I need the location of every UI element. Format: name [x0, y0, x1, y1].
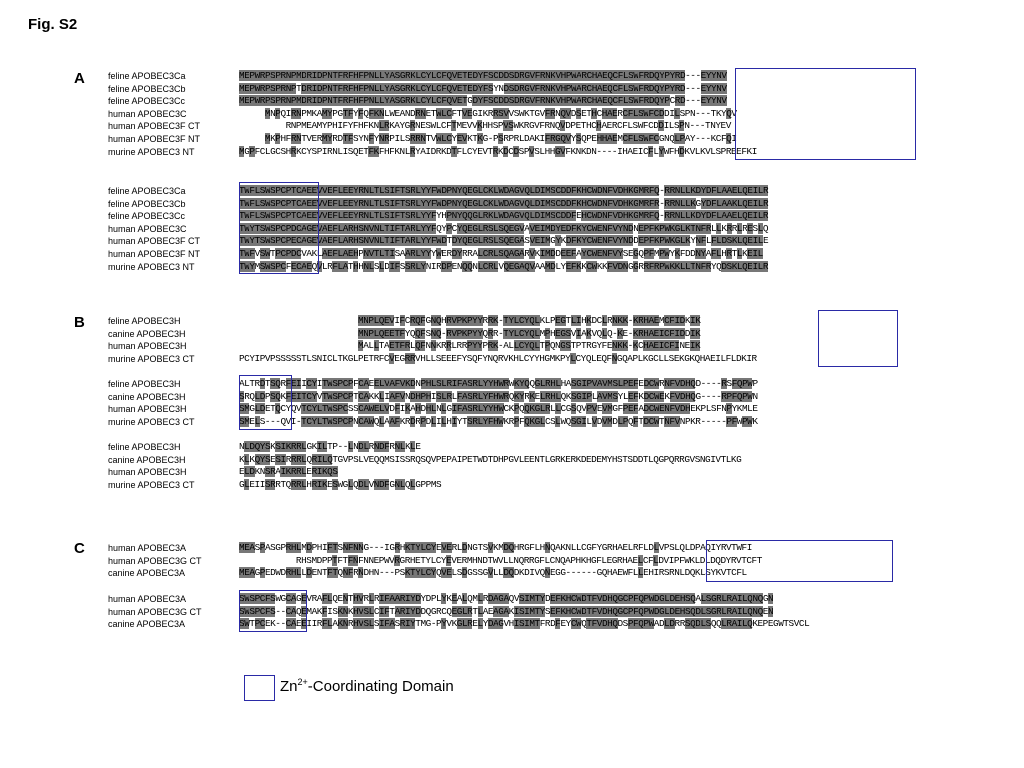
- species-name: canine APOBEC3A: [108, 619, 186, 630]
- alignment-block-b2: feline APOBEC3H ALTRDTSQRFEIICYITWSPCPFCA…: [108, 378, 918, 430]
- sequence: MALLTAETFRLQFNNKRRLRRPYYPRK-ALLCYQLTPQNG…: [358, 340, 701, 352]
- sequence: SRQLDPSQKFEITCYVTWSPCPTCAKKLIAFVNDHPHISL…: [239, 390, 758, 402]
- sequence: SWTPCEK--CAEEIIRFLAKNRHVSLSIFASRIYTMG-PY…: [239, 618, 810, 630]
- species-name: human APOBEC3G CT: [108, 555, 202, 566]
- species-name: feline APOBEC3Ca: [108, 186, 186, 196]
- alignment-block-c1: human APOBEC3A MEASPASGPRHLMDPHIFTSNFNNG-…: [108, 542, 968, 582]
- species-name: canine APOBEC3H: [108, 328, 186, 339]
- alignment-block-c2: human APOBEC3A SWSPCFSWGCAGEVRAFLQENTHVRL…: [108, 593, 968, 633]
- sequence: ELDKNSRAIKRRLERIKQS: [239, 466, 338, 478]
- sequence: MNPLQEETFYQQFSNQ-RVPKPYYQRR-TYLCYQLMPHEG…: [358, 327, 701, 339]
- species-name: murine APOBEC3 NT: [108, 146, 195, 157]
- alignment-block-a1: feline APOBEC3Ca MEPWRPSPRNPMDRIDPNTFRFHF…: [108, 70, 918, 160]
- species-name: murine APOBEC3 CT: [108, 353, 195, 364]
- species-name: human APOBEC3A: [108, 543, 187, 553]
- species-name: murine APOBEC3 NT: [108, 261, 195, 272]
- species-name: human APOBEC3F NT: [108, 134, 201, 144]
- species-name: feline APOBEC3H: [108, 442, 181, 452]
- sequence: ALTRDTSQRFEIICYITWSPCPFCAEELVAFVKDNPHLSL…: [239, 378, 758, 389]
- species-name: feline APOBEC3Cc: [108, 211, 186, 222]
- sequence: MEPWRPSPRNPMDRIDPNTFRFHFPNLLYASGRKLCYLCF…: [239, 95, 727, 107]
- species-name: feline APOBEC3Cb: [108, 198, 186, 209]
- species-name: human APOBEC3G CT: [108, 606, 202, 617]
- figure-title: Fig. S2: [28, 16, 78, 33]
- sequence: GLEIISRRTQRRLHRIKESWGLQDLVNDFGNLQLGPPMS: [239, 478, 442, 490]
- species-name: murine APOBEC3 CT: [108, 416, 195, 427]
- sequence: MEPWRPSPRNPMDRIDPNTFRFHFPNLLYASGRKLCYLCF…: [239, 70, 727, 81]
- species-name: human APOBEC3F NT: [108, 249, 201, 259]
- sequence: MEPWRPSPRNPTDRIDPNTFRFHFPNLLYASGRKLCYLCF…: [239, 82, 727, 94]
- sequence: MEASPASGPRHLMDPHIFTSNFNNG---IGRHKTYLCYEV…: [239, 542, 752, 553]
- sequence: MGPFCLGCSHRKCYSPIRNLISQETFKFHFKNLRYAIDRK…: [239, 145, 757, 157]
- species-name: human APOBEC3A: [108, 594, 187, 604]
- species-name: feline APOBEC3H: [108, 379, 181, 389]
- species-name: feline APOBEC3Ca: [108, 71, 186, 81]
- species-name: feline APOBEC3H: [108, 316, 181, 326]
- sequence: MNPLQEVIFCRQFGNQHRVPKPYYRRK-TYLCYQLKLPEG…: [358, 315, 701, 326]
- sequence: NLDQYSKSIKRRLGKILTP--LNDLRNDFRNLKLE: [239, 441, 421, 452]
- species-name: canine APOBEC3H: [108, 391, 186, 402]
- alignment-block-b1: feline APOBEC3H MNPLQEVIFCRQFGNQHRVPKPYY…: [108, 315, 918, 367]
- species-name: human APOBEC3C: [108, 108, 187, 119]
- species-name: human APOBEC3H: [108, 341, 187, 352]
- species-name: feline APOBEC3Cc: [108, 96, 186, 107]
- panel-label-a: A: [74, 70, 85, 87]
- sequence: TWYMSWSPCFECAEQVLRFLATHHNLSLDIFSSRLYNIRD…: [239, 260, 768, 272]
- species-name: canine APOBEC3H: [108, 454, 186, 465]
- legend-swatch-box: [244, 675, 275, 701]
- species-name: human APOBEC3F CT: [108, 236, 201, 247]
- sequence: RHSMDPPTFTFNFNNEPWVRGRHETYLCYEVERMHNDTWV…: [239, 554, 762, 566]
- sequence: TWFLSWSPCPTCAEEVVEFLEEYRNLTLSIFTSRLYYFWD…: [239, 197, 769, 209]
- sequence: PCYIPVPSSSSSTLSNICLTKGLPETRFCVEGRRVHLLSE…: [239, 352, 757, 364]
- sequence: KLKQYSESIRRRLQRILQTGVPSLVEQQMSISSRQSQVPE…: [239, 453, 742, 465]
- species-name: canine APOBEC3A: [108, 568, 186, 579]
- species-name: feline APOBEC3Cb: [108, 83, 186, 94]
- legend-label: Zn2+-Coordinating Domain: [280, 677, 454, 696]
- sequence: SMGLDETQCYQVTCYLTWSPCSSCAWELVDFIKAHDHLNL…: [239, 403, 758, 415]
- sequence: MKPHFRNTVERMYRDTFSYNFYNRPILSRRNTVWLCYEVK…: [264, 133, 737, 144]
- sequence: SMELS---QVI-TCYLTWSPCPNCAWQLAAFKRDRPDLIL…: [239, 415, 758, 427]
- sequence: SWSPCFS--CAQEMAKFISKNKHVSLCIFTARIYDDQGRC…: [239, 605, 774, 617]
- species-name: human APOBEC3C: [108, 223, 187, 234]
- species-name: human APOBEC3F CT: [108, 121, 201, 132]
- alignment-block-b3: feline APOBEC3H NLDQYSKSIKRRLGKILTP--LNDL…: [108, 441, 918, 493]
- sequence: TWFLSWSPCPTCAEEVVEFLEEYRNLTLSIFTSRLYYFWD…: [239, 185, 769, 196]
- sequence: MNPQIRNPMKAMYPGTFYFQFKNLWEANDRNETWLCFTVE…: [264, 107, 737, 119]
- panel-label-b: B: [74, 314, 85, 331]
- sequence: SWSPCFSWGCAGEVRAFLQENTHVRLRIFAARIYDYDPLY…: [239, 593, 774, 604]
- sequence: TWYTSWSPCPECAGEVAEFLARHSNVNLTIFTARLYYFWD…: [239, 235, 769, 247]
- sequence: RNPMEAMYPHIFYFHFKNLRKAYGRNESWLCFTMEVVKHH…: [239, 120, 731, 132]
- species-name: human APOBEC3H: [108, 404, 187, 415]
- species-name: murine APOBEC3 CT: [108, 479, 195, 490]
- panel-label-c: C: [74, 540, 85, 557]
- sequence: TWFLSWSPCPTCAEEVVEFLEEYRNLTLSIFTSRLYYFYH…: [239, 210, 769, 222]
- sequence: TWYTSWSPCPDCAGEVAEFLARHSNVNLTIFTARLYYFQY…: [239, 222, 769, 234]
- sequence: MEAGPEDWDRHLLDENTFTQNFRNDHN---PSKTYLCYQV…: [239, 567, 747, 579]
- alignment-block-a2: feline APOBEC3Ca TWFLSWSPCPTCAEEVVEFLEEYR…: [108, 185, 918, 275]
- species-name: human APOBEC3H: [108, 467, 187, 478]
- sequence: TWFVSWTPCPDCVAKLAEFLAEHPNVTLTISAARLYYYWE…: [239, 248, 763, 259]
